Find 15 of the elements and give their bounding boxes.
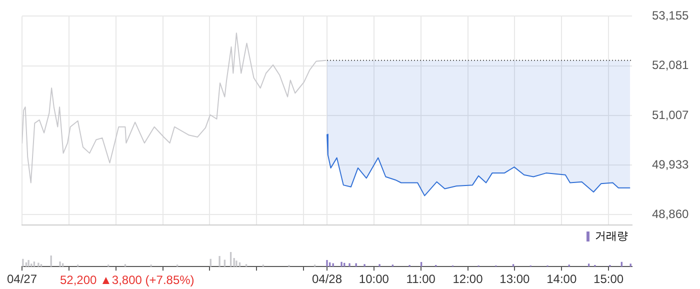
text: 52,200 ▲3,800 (+7.85%) [60,273,194,287]
x-tick-label: 14:00 [546,272,577,286]
y-tick-label: 53,155 [652,8,690,23]
x-tick-label: 04/27 [6,272,38,286]
x-tick-label: 13:00 [500,272,530,286]
x-tick-label: 10:00 [358,272,390,286]
x-tick-label: 04/28 [312,272,342,286]
x-tick-label: 11:00 [406,272,436,286]
x-tick-label: 15:00 [594,272,624,286]
y-tick-label: 49,933 [652,157,690,172]
x-tick-label: 12:00 [452,272,484,286]
y-tick-label: 48,860 [652,206,690,221]
y-tick-label: 52,081 [652,58,690,72]
legend-label: 거래량 [595,230,628,243]
y-tick-label: 51,007 [652,108,690,122]
